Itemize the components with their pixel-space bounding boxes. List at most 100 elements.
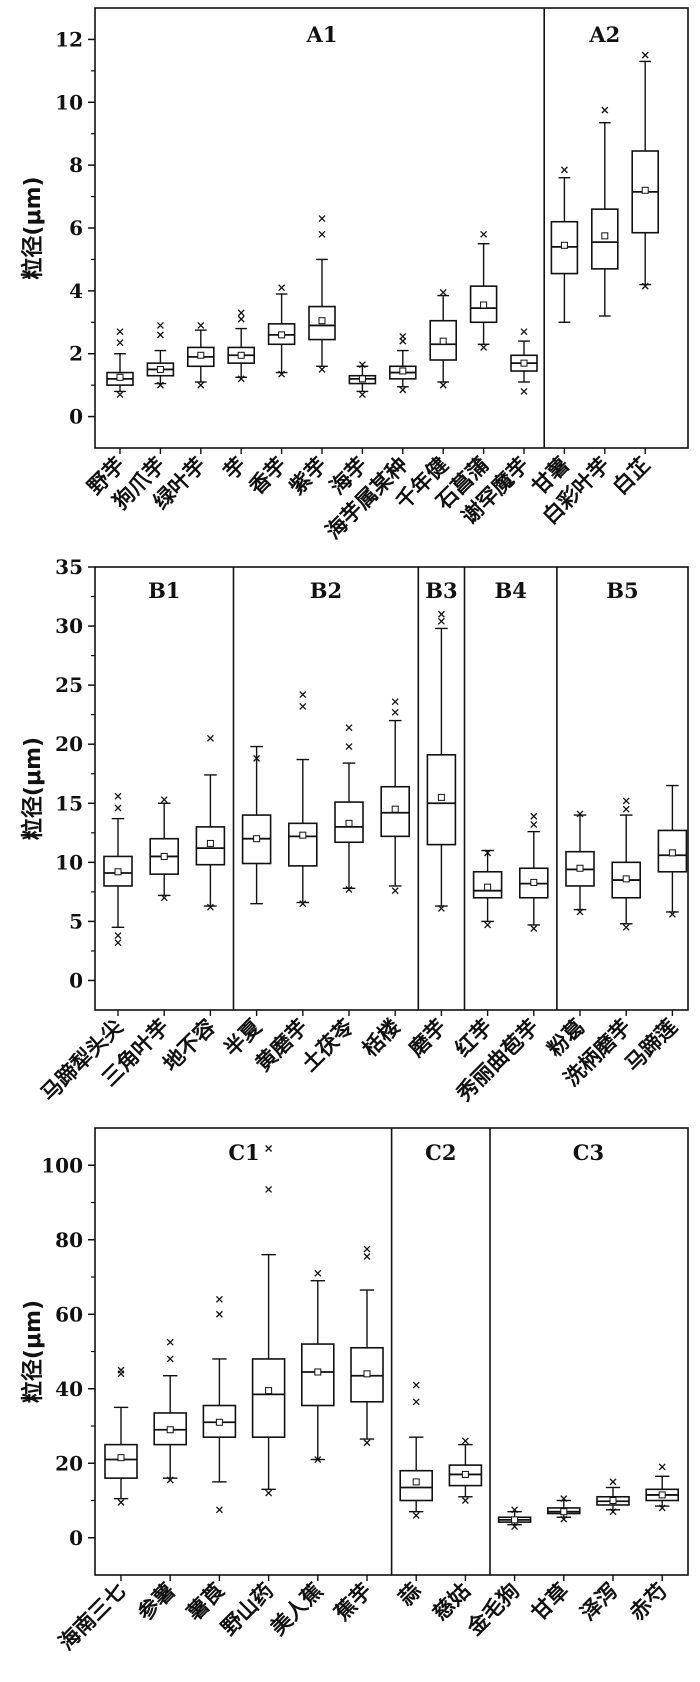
outlier-marker (601, 106, 609, 114)
y-tick-label: 20 (55, 732, 83, 756)
box-洗柄磨芋 (611, 797, 642, 931)
outlier-marker (391, 887, 399, 895)
box-三角叶芋 (149, 796, 179, 902)
iqr-box (251, 1358, 286, 1438)
outlier-marker (160, 894, 168, 902)
x-tick-label: 香芋 (244, 453, 291, 500)
y-tick-label: 35 (55, 555, 83, 579)
x-tick-label: 金毛狗 (462, 1579, 524, 1641)
mean-marker (439, 337, 447, 345)
box-地不容 (195, 734, 226, 911)
outlier-marker (576, 810, 584, 818)
outlier-marker (318, 215, 326, 223)
outlier-marker (117, 1366, 125, 1374)
y-tick-label: 0 (69, 405, 83, 429)
outlier-marker (166, 1338, 174, 1346)
mean-marker (576, 864, 584, 872)
mean-marker (278, 331, 286, 339)
box-白彩叶芋 (590, 106, 619, 317)
mean-marker (253, 835, 261, 843)
outlier-marker (461, 1497, 469, 1504)
y-tick-label: 20 (55, 1451, 83, 1475)
outlier-marker (345, 886, 353, 893)
outlier-marker (560, 1495, 568, 1503)
outlier-marker (530, 925, 538, 932)
outlier-marker (520, 328, 528, 336)
outlier-marker (668, 910, 676, 918)
box-慈姑 (448, 1437, 483, 1504)
outlier-marker (560, 166, 568, 174)
outlier-marker (116, 339, 124, 347)
box-金毛狗 (497, 1506, 532, 1531)
outlier-marker (156, 321, 164, 329)
outlier-marker (215, 1310, 223, 1318)
outlier-marker (363, 1439, 371, 1447)
box-美人蕉 (300, 1269, 335, 1463)
y-tick-label: 0 (69, 968, 83, 992)
x-tick-label: 蒜 (394, 1579, 426, 1611)
x-tick-label: 海南三七 (54, 1579, 130, 1655)
mean-marker (560, 1508, 568, 1516)
outlier-marker (156, 381, 164, 389)
outlier-marker (480, 230, 488, 238)
x-tick-label: 磨芋 (404, 1015, 451, 1062)
box-绿叶芋 (187, 321, 215, 389)
outlier-marker (658, 1463, 666, 1471)
outlier-marker (114, 939, 122, 947)
box-海南三七 (104, 1366, 138, 1506)
group-label-C1: C1 (228, 1140, 259, 1165)
outlier-marker (156, 331, 164, 339)
outlier-marker (215, 1506, 223, 1514)
x-tick-label: 美人蕉 (266, 1579, 328, 1641)
outlier-marker (166, 1476, 174, 1484)
box-石菖蒲 (469, 230, 498, 351)
outlier-marker (484, 921, 492, 929)
y-tick-label: 100 (41, 1153, 83, 1177)
box-泽泻 (596, 1478, 630, 1516)
iqr-box (657, 829, 688, 873)
mean-marker (484, 883, 492, 891)
outlier-marker (560, 1515, 568, 1523)
mean-marker (363, 1370, 371, 1378)
mean-marker (117, 1454, 125, 1462)
box-千年健 (429, 288, 458, 389)
y-tick-label: 4 (69, 279, 83, 303)
y-tick-label: 60 (55, 1302, 83, 1326)
y-tick-label: 40 (55, 1377, 83, 1401)
x-tick-label: 栝楼 (358, 1015, 405, 1062)
box-半夏 (241, 745, 272, 905)
x-tick-label: 白芷 (608, 453, 655, 500)
outlier-marker (484, 849, 492, 857)
outlier-marker (206, 903, 214, 911)
outlier-marker (114, 804, 122, 812)
group-label-B4: B4 (495, 578, 527, 603)
outlier-marker (622, 923, 630, 931)
box-薯莨 (202, 1295, 237, 1514)
box-海芋属某种 (388, 332, 417, 394)
outlier-marker (253, 754, 261, 762)
x-tick-label: 马蹄莲 (620, 1015, 682, 1077)
outlier-marker (530, 812, 538, 820)
box-甘薯 (550, 166, 579, 323)
mean-marker (461, 1470, 469, 1478)
mean-marker (318, 317, 326, 325)
outlier-marker (345, 743, 353, 751)
outlier-marker (399, 332, 407, 340)
x-tick-label: 蕉芋 (330, 1579, 377, 1626)
outlier-marker (511, 1506, 519, 1514)
box-马蹄犁头尖 (103, 792, 133, 947)
outlier-marker (278, 370, 286, 378)
outlier-marker (530, 821, 538, 828)
mean-marker (299, 831, 307, 839)
outlier-marker (197, 381, 205, 389)
mean-marker (520, 359, 528, 367)
y-axis-label: 粒径(μm) (20, 737, 46, 840)
x-tick-label: 土茯苓 (297, 1014, 359, 1076)
outlier-marker (237, 315, 245, 323)
outlier-marker (399, 386, 407, 394)
box-秀丽曲苞芋 (518, 812, 549, 932)
outlier-marker (439, 288, 447, 296)
mean-marker (314, 1368, 322, 1376)
box-磨芋 (426, 610, 457, 912)
